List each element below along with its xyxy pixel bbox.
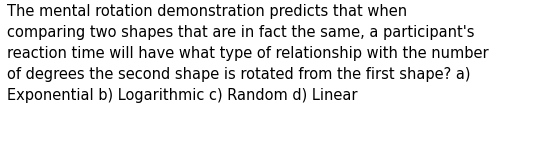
- Text: The mental rotation demonstration predicts that when
comparing two shapes that a: The mental rotation demonstration predic…: [7, 4, 489, 103]
